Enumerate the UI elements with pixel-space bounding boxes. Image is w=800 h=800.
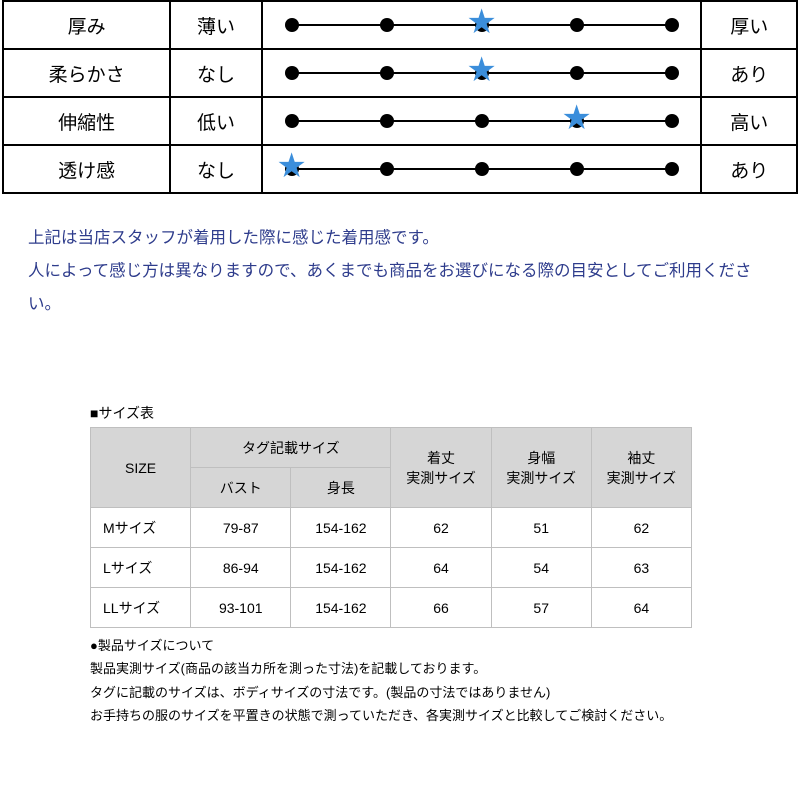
scale-dot <box>475 114 489 128</box>
rating-attribute: 伸縮性 <box>3 97 170 145</box>
size-cell-size: Lサイズ <box>91 548 191 588</box>
scale-dot <box>665 162 679 176</box>
rating-row: 柔らかさなし ★ あり <box>3 49 797 97</box>
size-cell-length: 64 <box>391 548 491 588</box>
size-notes-heading: ●製品サイズについて <box>90 634 692 657</box>
size-cell-height: 154-162 <box>291 508 391 548</box>
size-row: LLサイズ93-101154-162665764 <box>91 588 692 628</box>
star-icon: ★ <box>466 53 496 87</box>
rating-scale: ★ <box>262 1 702 49</box>
rating-left-label: なし <box>170 145 262 193</box>
scale-dot <box>380 66 394 80</box>
size-cell-width: 57 <box>491 588 591 628</box>
scale-dot <box>475 162 489 176</box>
scale-dot <box>380 18 394 32</box>
rating-left-label: 薄い <box>170 1 262 49</box>
size-cell-size: Mサイズ <box>91 508 191 548</box>
size-header-height: 身長 <box>291 468 391 508</box>
scale-dot <box>665 114 679 128</box>
size-table: SIZE タグ記載サイズ 着丈実測サイズ 身幅実測サイズ 袖丈実測サイズ バスト… <box>90 427 692 628</box>
size-notes-line: お手持ちの服のサイズを平置きの状態で測っていただき、各実測サイズと比較してご検討… <box>90 704 692 727</box>
scale-dot <box>570 162 584 176</box>
size-row: Lサイズ86-94154-162645463 <box>91 548 692 588</box>
size-cell-sleeve: 63 <box>591 548 691 588</box>
rating-left-label: なし <box>170 49 262 97</box>
scale-dot <box>380 114 394 128</box>
rating-row: 厚み薄い ★ 厚い <box>3 1 797 49</box>
rating-right-label: あり <box>701 49 797 97</box>
rating-right-label: 高い <box>701 97 797 145</box>
rating-row: 伸縮性低い ★ 高い <box>3 97 797 145</box>
scale-dot <box>570 66 584 80</box>
disclaimer-text: 上記は当店スタッフが着用した際に感じた着用感です。 人によって感じ方は異なります… <box>28 222 772 321</box>
size-header-sleeve: 袖丈実測サイズ <box>591 428 691 508</box>
scale-dot <box>285 114 299 128</box>
size-notes-line: タグに記載のサイズは、ボディサイズの寸法です。(製品の寸法ではありません) <box>90 681 692 704</box>
rating-right-label: あり <box>701 145 797 193</box>
size-chart-title: ■サイズ表 <box>90 403 692 423</box>
scale-dot <box>665 66 679 80</box>
rating-attribute: 透け感 <box>3 145 170 193</box>
star-icon: ★ <box>561 101 591 135</box>
rating-attribute: 柔らかさ <box>3 49 170 97</box>
scale-dot <box>380 162 394 176</box>
scale-dot <box>665 18 679 32</box>
size-header-length: 着丈実測サイズ <box>391 428 491 508</box>
size-cell-size: LLサイズ <box>91 588 191 628</box>
scale-dot <box>570 18 584 32</box>
scale-dot <box>285 66 299 80</box>
star-icon: ★ <box>466 5 496 39</box>
size-cell-length: 62 <box>391 508 491 548</box>
star-icon: ★ <box>276 149 306 183</box>
size-cell-width: 54 <box>491 548 591 588</box>
size-cell-bust: 93-101 <box>191 588 291 628</box>
size-cell-bust: 86-94 <box>191 548 291 588</box>
size-row: Mサイズ79-87154-162625162 <box>91 508 692 548</box>
size-header-size: SIZE <box>91 428 191 508</box>
size-cell-height: 154-162 <box>291 588 391 628</box>
rating-attribute: 厚み <box>3 1 170 49</box>
size-notes: ●製品サイズについて 製品実測サイズ(商品の該当カ所を測った寸法)を記載しており… <box>90 634 692 728</box>
size-chart-section: ■サイズ表 SIZE タグ記載サイズ 着丈実測サイズ 身幅実測サイズ 袖丈実測サ… <box>90 403 692 728</box>
size-cell-sleeve: 64 <box>591 588 691 628</box>
size-cell-length: 66 <box>391 588 491 628</box>
attribute-rating-table: 厚み薄い★厚い柔らかさなし★あり伸縮性低い★高い透け感なし★あり <box>2 0 798 194</box>
rating-left-label: 低い <box>170 97 262 145</box>
size-cell-height: 154-162 <box>291 548 391 588</box>
rating-scale: ★ <box>262 97 702 145</box>
rating-scale: ★ <box>262 145 702 193</box>
size-cell-width: 51 <box>491 508 591 548</box>
size-header-width: 身幅実測サイズ <box>491 428 591 508</box>
size-cell-bust: 79-87 <box>191 508 291 548</box>
size-header-tag-group: タグ記載サイズ <box>191 428 391 468</box>
disclaimer-line: 上記は当店スタッフが着用した際に感じた着用感です。 <box>28 222 772 255</box>
disclaimer-line: 人によって感じ方は異なりますので、あくまでも商品をお選びになる際の目安としてご利… <box>28 255 772 321</box>
scale-dot <box>285 18 299 32</box>
rating-row: 透け感なし ★ あり <box>3 145 797 193</box>
rating-right-label: 厚い <box>701 1 797 49</box>
rating-scale: ★ <box>262 49 702 97</box>
size-header-bust: バスト <box>191 468 291 508</box>
size-cell-sleeve: 62 <box>591 508 691 548</box>
size-notes-line: 製品実測サイズ(商品の該当カ所を測った寸法)を記載しております。 <box>90 657 692 680</box>
